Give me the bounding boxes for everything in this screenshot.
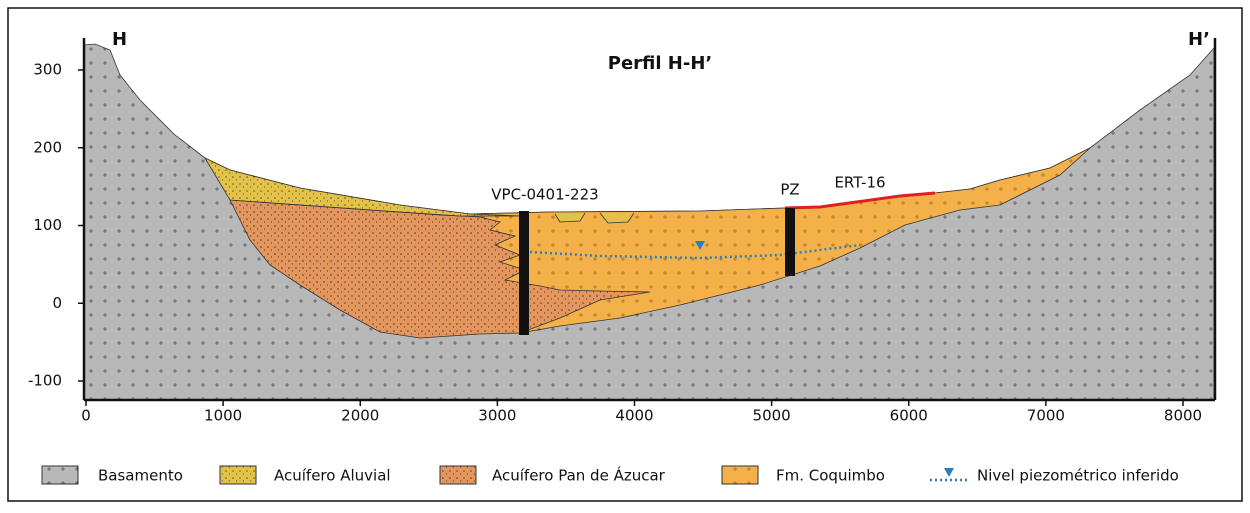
y-tick-label: 300 bbox=[33, 61, 62, 79]
legend-label: Basamento bbox=[98, 467, 183, 485]
x-tick-label: 4000 bbox=[615, 407, 653, 425]
y-tick-label: 0 bbox=[52, 294, 62, 312]
legend: Basamento Acuífero Aluvial Acuífero Pan … bbox=[42, 466, 1179, 485]
cross-section: H H’ Perfil H-H’ VPC-0401-223 PZ ERT-16 … bbox=[0, 0, 1250, 509]
x-tick-label: 8000 bbox=[1164, 407, 1202, 425]
x-tick-label: 1000 bbox=[204, 407, 242, 425]
left-label: H bbox=[112, 29, 127, 50]
x-tick-label: 0 bbox=[81, 407, 91, 425]
legend-label: Acuífero Aluvial bbox=[274, 467, 391, 485]
y-tick-label: 100 bbox=[33, 216, 62, 234]
y-tick-label: -100 bbox=[28, 372, 62, 390]
page: {"title": "Perfil H-H’", "left_label": "… bbox=[0, 0, 1250, 513]
right-label: H’ bbox=[1188, 29, 1210, 50]
survey-label: ERT-16 bbox=[834, 174, 885, 192]
legend-swatch bbox=[440, 466, 476, 484]
title: Perfil H-H’ bbox=[608, 53, 713, 74]
geology bbox=[84, 44, 1214, 400]
legend-swatch bbox=[944, 468, 954, 477]
well-vpc bbox=[519, 211, 529, 335]
legend-swatch bbox=[220, 466, 256, 484]
legend-label: Fm. Coquimbo bbox=[776, 467, 885, 485]
x-tick-label: 7000 bbox=[1027, 407, 1065, 425]
legend-swatch bbox=[42, 466, 78, 484]
legend-swatch bbox=[722, 466, 758, 484]
x-tick-label: 3000 bbox=[478, 407, 516, 425]
x-tick-label: 5000 bbox=[753, 407, 791, 425]
well-label: PZ bbox=[780, 181, 799, 199]
well-label: VPC-0401-223 bbox=[491, 186, 598, 204]
y-tick-label: 200 bbox=[33, 138, 62, 156]
well-pz bbox=[785, 208, 795, 276]
legend-label: Nivel piezométrico inferido bbox=[977, 467, 1179, 485]
x-tick-label: 2000 bbox=[341, 407, 379, 425]
x-tick-label: 6000 bbox=[890, 407, 928, 425]
legend-label: Acuífero Pan de Ázucar bbox=[492, 466, 666, 485]
